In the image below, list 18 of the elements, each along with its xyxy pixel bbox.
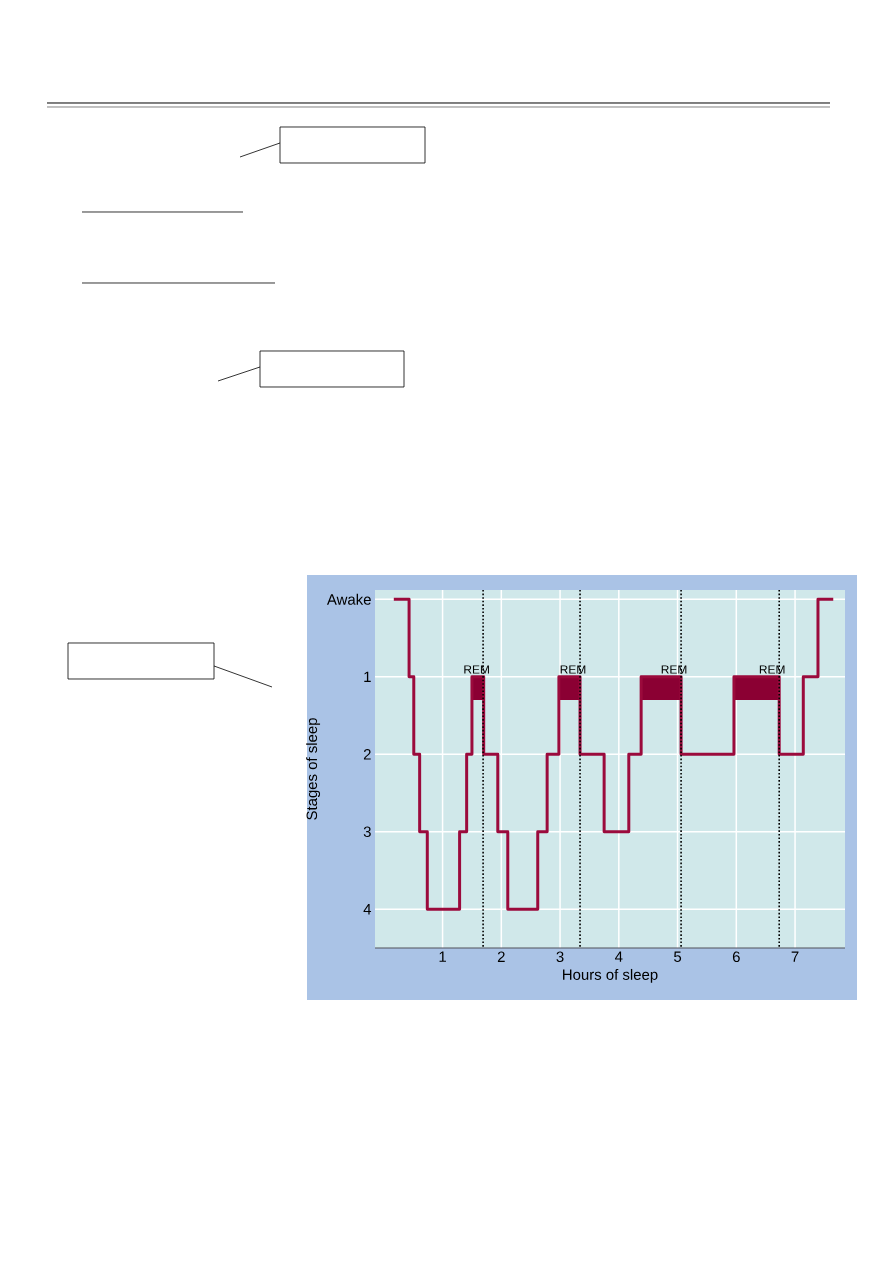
y-tick-label: Awake [326, 593, 371, 605]
x-tick-label: 3 [556, 951, 564, 963]
band-label: REM [560, 665, 586, 674]
x-tick-label: 6 [732, 951, 740, 963]
band-label: REM [661, 665, 687, 674]
band-label: REM [759, 665, 785, 674]
x-tick-label: 5 [674, 951, 682, 962]
x-tick-label: 7 [791, 951, 799, 962]
x-tick-label: 2 [497, 951, 505, 962]
x-axis-title: Hours of sleep [563, 968, 658, 983]
x-tick-label: 4 [615, 951, 623, 962]
x-tick-label: 1 [439, 951, 446, 962]
band-label: REM [464, 665, 489, 674]
y-tick-label: 4 [363, 904, 372, 915]
y-tick-label: 1 [364, 671, 371, 682]
y-tick-label: 2 [363, 749, 371, 760]
y-tick-label: 3 [363, 826, 371, 838]
y-axis-title: Stages of sleep [306, 718, 321, 820]
